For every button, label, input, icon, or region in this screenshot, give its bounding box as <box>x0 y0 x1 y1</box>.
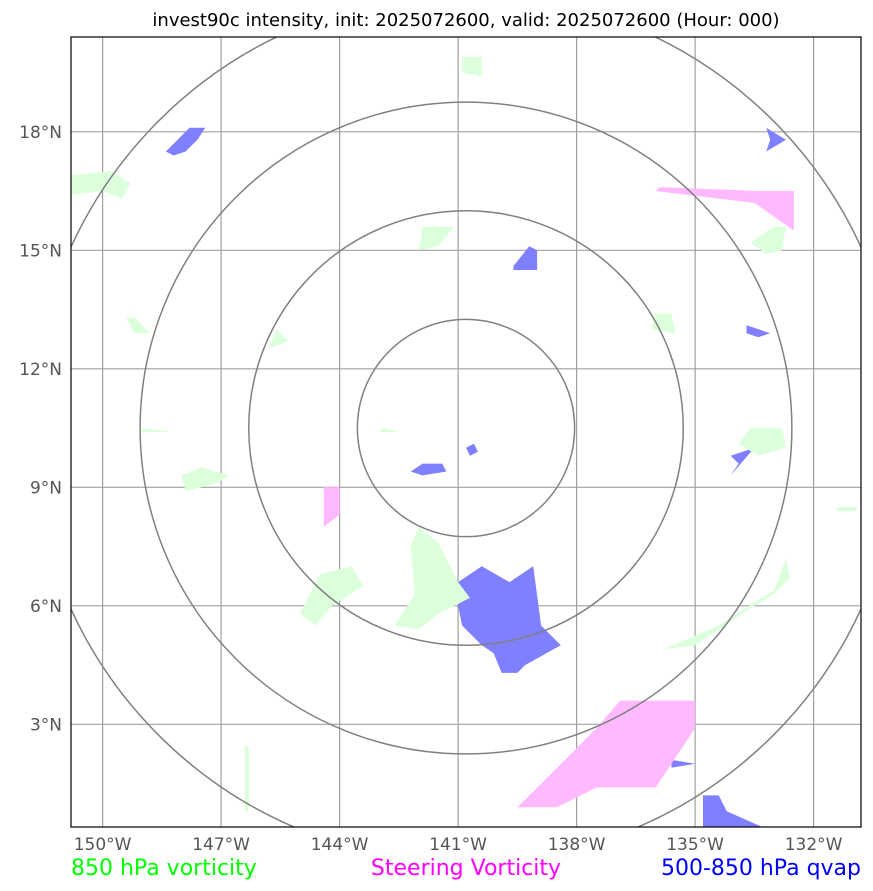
x-tick-label: 135°W <box>666 835 724 855</box>
vort850-region <box>750 226 786 255</box>
range-rings <box>71 37 861 827</box>
vort850-region <box>738 428 786 456</box>
x-tick-label: 132°W <box>785 835 843 855</box>
qvap-region <box>513 246 538 270</box>
legend-qvap: 500-850 hPa qvap <box>661 856 861 881</box>
vort850-region <box>181 467 229 492</box>
qvap-region <box>703 795 763 827</box>
y-tick-label: 12°N <box>19 360 62 380</box>
gridlines <box>71 37 861 827</box>
x-tick-label: 141°W <box>429 835 487 855</box>
steering-region <box>655 187 794 231</box>
steering-region <box>323 487 340 527</box>
qvap-region <box>671 759 696 768</box>
y-tick-label: 6°N <box>30 597 62 617</box>
chart-title: invest90c intensity, init: 2025072600, v… <box>152 10 779 31</box>
x-axis-ticks: 150°W 147°W 144°W 141°W 138°W 135°W 132°W <box>74 835 843 855</box>
contour-fills <box>71 56 858 827</box>
qvap-region <box>746 325 771 338</box>
x-tick-label: 150°W <box>74 835 132 855</box>
y-tick-label: 18°N <box>19 123 62 143</box>
x-tick-label: 147°W <box>192 835 250 855</box>
vort850-region <box>244 744 249 812</box>
qvap-region <box>730 447 755 476</box>
legend-vort850: 850 hPa vorticity <box>71 856 257 881</box>
qvap-region <box>165 127 206 156</box>
vort850-region <box>663 558 790 650</box>
vort850-region <box>126 317 150 334</box>
range-ring <box>356 318 576 538</box>
y-tick-label: 15°N <box>19 241 62 261</box>
vort850-region <box>418 226 455 251</box>
vort850-region <box>142 428 174 432</box>
vort850-region <box>379 428 399 432</box>
range-ring <box>248 210 684 647</box>
x-tick-label: 138°W <box>548 835 606 855</box>
x-tick-label: 144°W <box>311 835 369 855</box>
vort850-region <box>394 526 470 630</box>
vort850-region <box>462 56 482 77</box>
vort850-region <box>71 171 131 199</box>
vort850-region <box>300 566 364 626</box>
range-ring <box>139 101 793 755</box>
qvap-region <box>466 443 478 456</box>
y-tick-label: 9°N <box>30 478 62 498</box>
legend-steering: Steering Vorticity <box>371 856 561 881</box>
steering-region <box>517 700 696 808</box>
qvap-region <box>458 566 561 673</box>
plot-frame <box>70 36 862 828</box>
vort850-region <box>651 313 676 334</box>
y-axis-ticks: 18°N 15°N 12°N 9°N 6°N 3°N <box>19 123 62 735</box>
y-tick-label: 3°N <box>30 715 62 735</box>
qvap-region <box>766 127 786 152</box>
vort850-region <box>837 507 858 511</box>
qvap-region <box>410 463 447 476</box>
vort850-region <box>268 329 289 349</box>
